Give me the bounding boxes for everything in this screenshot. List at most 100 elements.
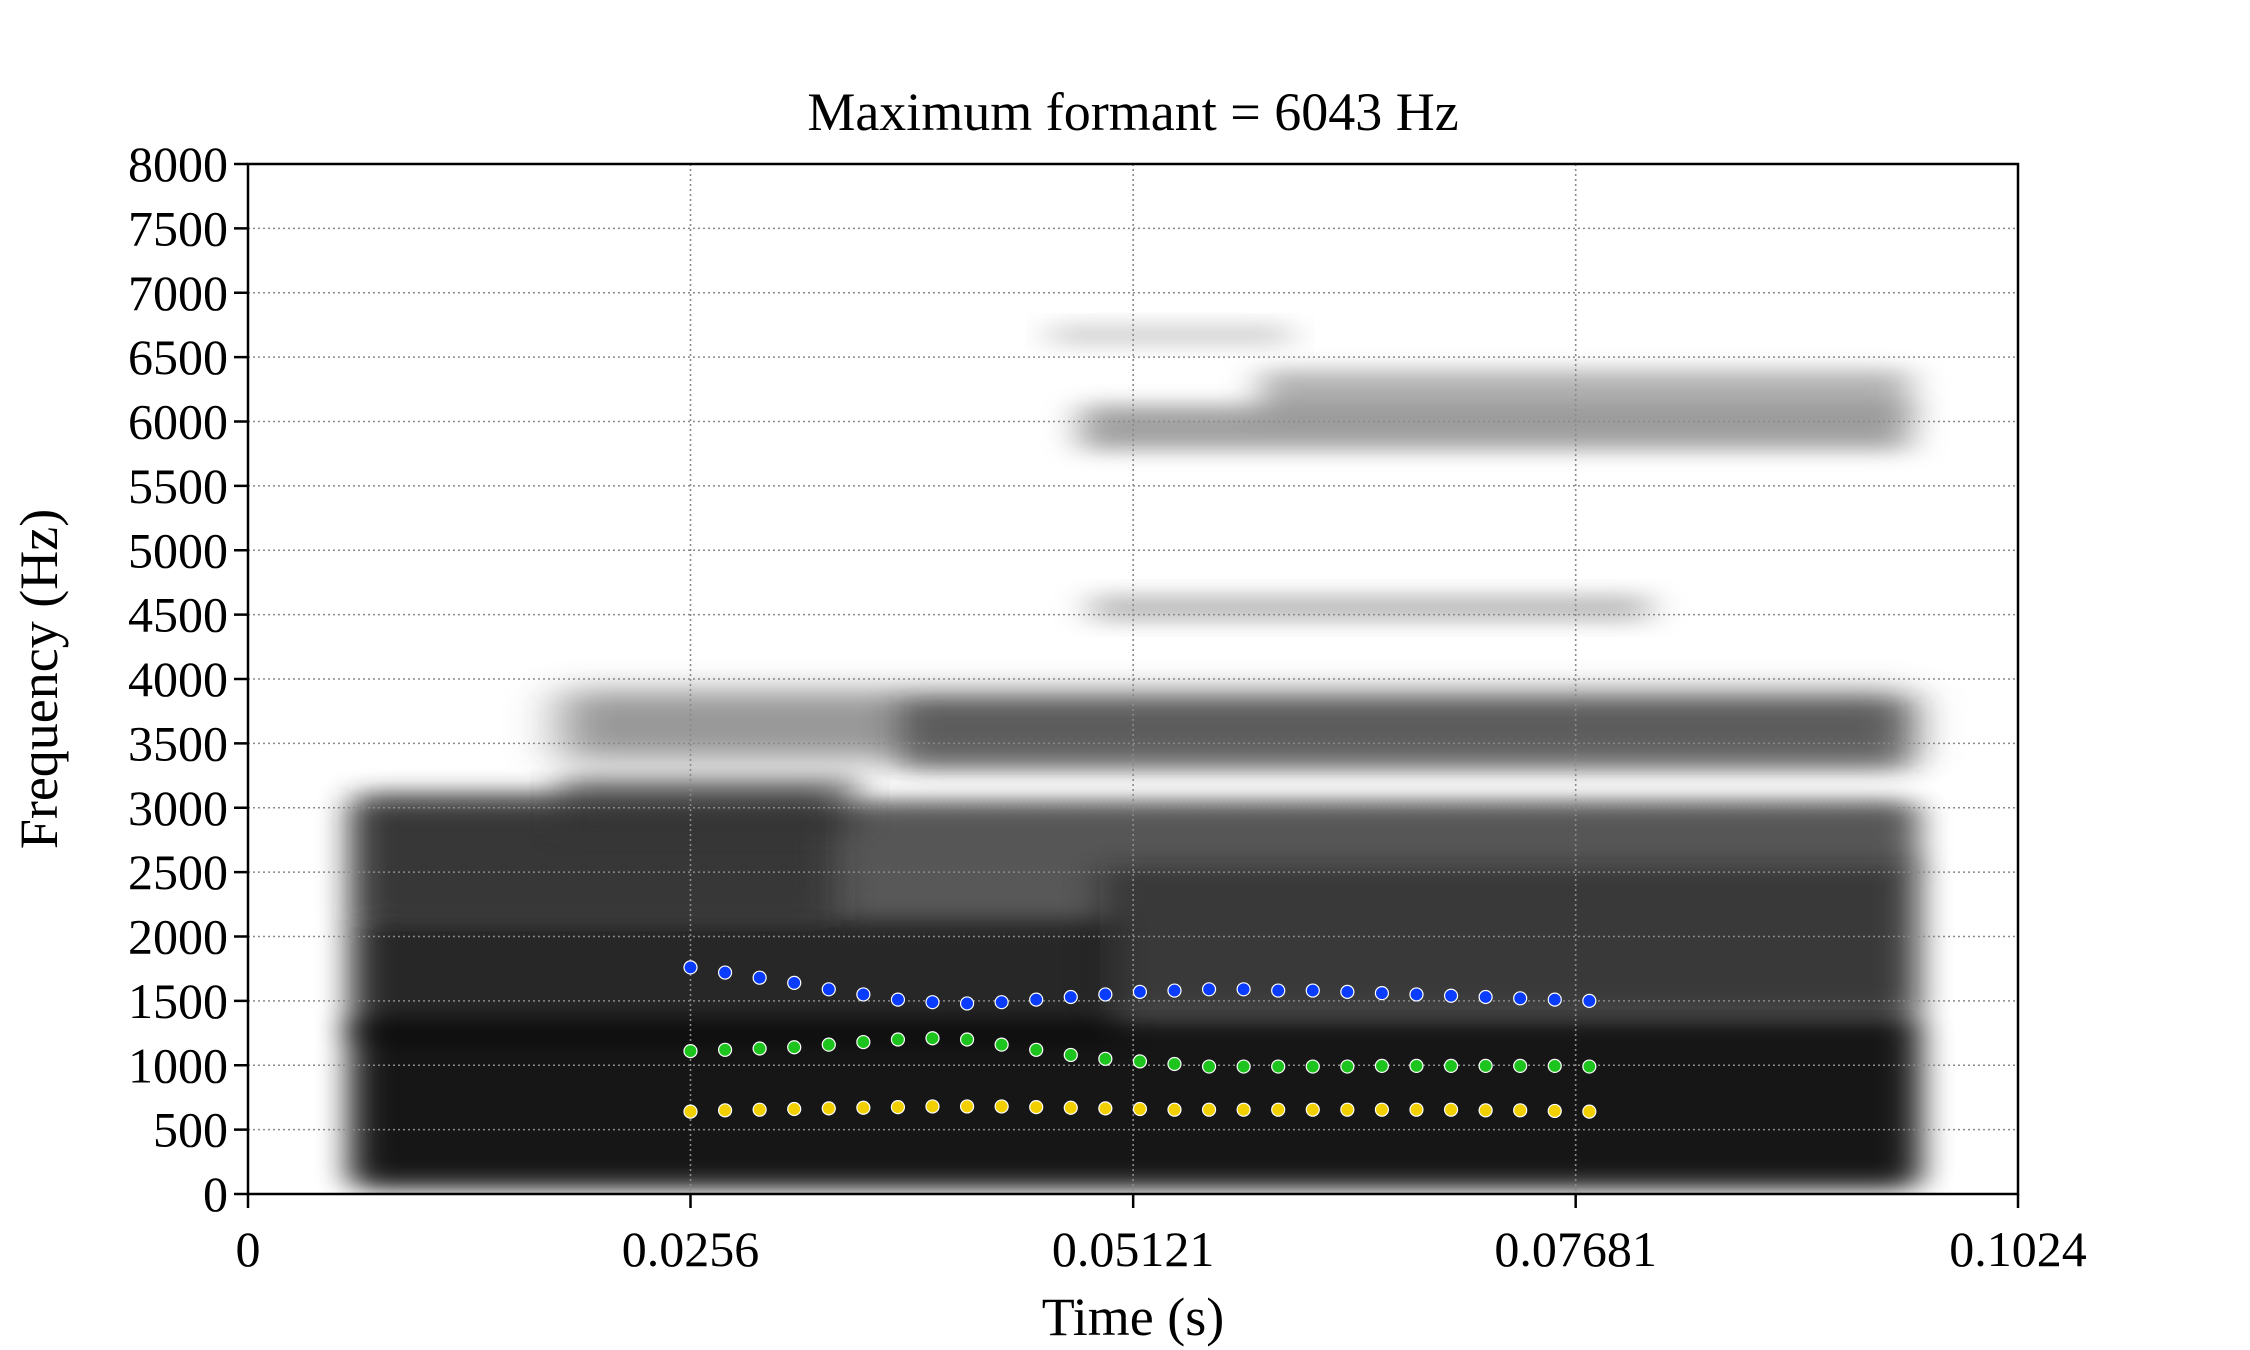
formant-point: [752, 970, 767, 985]
formant-point: [856, 1100, 871, 1115]
formant-point: [959, 996, 975, 1011]
formant-point: [1547, 1058, 1562, 1073]
y-tick-label: 3500: [128, 715, 228, 771]
formant-point: [787, 1040, 802, 1055]
formant-point: [1167, 1102, 1182, 1117]
formant-point: [1305, 983, 1320, 998]
formant-point: [1098, 987, 1113, 1002]
formant-point: [890, 1099, 906, 1115]
formant-point: [1443, 1102, 1459, 1117]
grid-lines: [248, 164, 2018, 1194]
formant-point: [821, 1037, 836, 1052]
formant-point: [1305, 1102, 1320, 1117]
formant-point: [1513, 1058, 1528, 1073]
formant-point: [787, 975, 802, 990]
spectrogram: [355, 325, 1915, 1190]
y-tick-label: 6000: [128, 394, 228, 450]
formant-point: [890, 1032, 906, 1047]
formant-point: [1443, 988, 1459, 1003]
formant-point: [959, 1099, 975, 1114]
x-tick-label: 0.1024: [1949, 1221, 2087, 1277]
formant-point: [1374, 1102, 1390, 1117]
y-tick-label: 7000: [128, 265, 228, 321]
y-tick-label: 5000: [128, 522, 228, 578]
formant-point: [994, 995, 1009, 1010]
formant-point: [1029, 1099, 1044, 1115]
formant-point: [1063, 1047, 1078, 1063]
y-tick-label: 7500: [128, 200, 228, 256]
formant-point: [1271, 983, 1286, 998]
formant-point: [1478, 1058, 1493, 1073]
chart-title: Maximum formant = 6043 Hz: [807, 82, 1458, 142]
y-tick-label: 4500: [128, 587, 228, 643]
y-tick-label: 6500: [128, 329, 228, 385]
y-tick-label: 1500: [128, 973, 228, 1029]
formant-point: [683, 960, 698, 975]
formant-point: [1098, 1101, 1113, 1116]
y-tick-label: 1000: [128, 1037, 228, 1093]
formant-point: [1201, 982, 1217, 997]
formant-point: [1547, 1103, 1562, 1119]
y-tick-label: 0: [203, 1166, 228, 1222]
y-tick-label: 3000: [128, 780, 228, 836]
formant-point: [787, 1101, 802, 1117]
formant-point: [1271, 1059, 1286, 1074]
formant-point: [1547, 992, 1562, 1007]
formant-point: [1132, 984, 1148, 999]
y-axis: 0 500 1000 1500 2000 2500 3000 3500 4000 4500 5000…: [128, 136, 248, 1222]
formant-series-3: [683, 960, 1597, 1011]
formant-point: [1132, 1054, 1148, 1069]
formant-point: [1063, 989, 1078, 1005]
y-tick-label: 8000: [128, 136, 228, 192]
formant-point: [1340, 1102, 1355, 1117]
formant-point: [925, 995, 940, 1010]
formant-point: [1513, 991, 1528, 1006]
formant-point: [856, 1034, 871, 1050]
y-axis-label: Frequency (Hz): [9, 509, 69, 849]
formant-point: [1236, 1102, 1251, 1117]
formant-point: [1236, 982, 1251, 997]
formant-point: [1374, 986, 1390, 1001]
y-tick-label: 2500: [128, 844, 228, 900]
formant-point: [717, 1103, 733, 1118]
formant-point: [1582, 993, 1597, 1008]
formant-point: [821, 1101, 836, 1116]
x-axis: 0 0.0256 0.05121 0.07681 0.1024: [236, 1194, 2087, 1277]
x-tick-label: 0.0256: [622, 1221, 760, 1277]
formant-point: [1478, 1103, 1493, 1118]
formant-point: [1409, 987, 1424, 1002]
formant-point: [1236, 1059, 1251, 1074]
formant-point: [1132, 1101, 1148, 1117]
formant-point: [856, 987, 871, 1002]
formant-series-2: [683, 1031, 1597, 1074]
formant-point: [1513, 1103, 1528, 1118]
formant-point: [994, 1037, 1009, 1052]
y-tick-label: 2000: [128, 909, 228, 965]
formant-point: [752, 1041, 767, 1056]
x-tick-label: 0: [236, 1221, 261, 1277]
formant-point: [1201, 1059, 1217, 1074]
formant-point: [1201, 1102, 1217, 1117]
formant-point: [1167, 983, 1182, 998]
formant-point: [1340, 1059, 1355, 1074]
formant-point: [925, 1099, 940, 1114]
x-tick-label: 0.05121: [1052, 1221, 1215, 1277]
formant-point: [717, 1042, 733, 1057]
formant-point: [1029, 992, 1044, 1007]
formant-point: [1063, 1100, 1078, 1115]
formant-tracks: [683, 960, 1597, 1119]
formant-point: [1374, 1058, 1390, 1073]
formant-point: [1271, 1102, 1286, 1117]
formant-point: [1305, 1059, 1320, 1074]
formant-point: [1098, 1051, 1113, 1066]
formant-point: [925, 1031, 940, 1046]
y-tick-label: 5500: [128, 458, 228, 514]
y-tick-label: 4000: [128, 651, 228, 707]
formant-point: [821, 982, 836, 997]
formant-point: [1582, 1059, 1597, 1074]
formant-point: [717, 965, 733, 980]
formant-point: [890, 992, 906, 1007]
formant-point: [1409, 1102, 1424, 1117]
y-tick-label: 500: [153, 1102, 228, 1158]
